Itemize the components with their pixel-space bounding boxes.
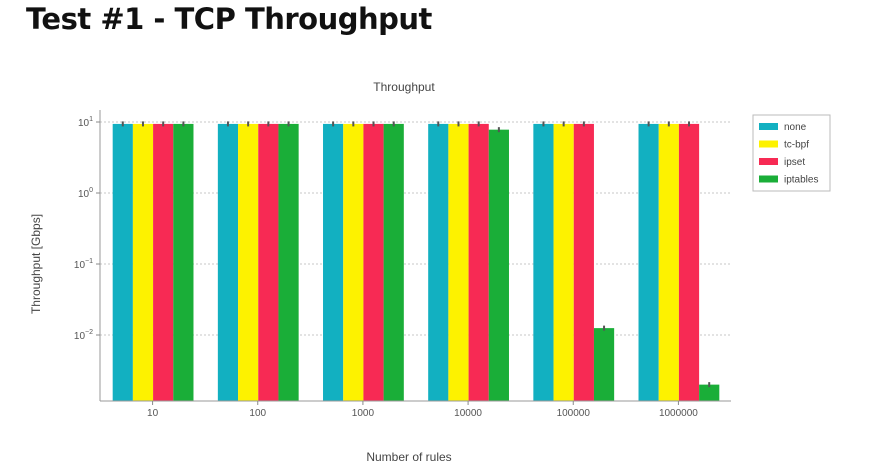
x-tick-label: 1000000 [659, 408, 698, 419]
legend-swatch-iptables [759, 175, 778, 183]
y-tick-label: 10−2 [74, 329, 93, 342]
axes [99, 110, 731, 402]
y-tick-label: 100 [78, 187, 93, 200]
x-ticks: 10 100 1000 10000 100000 1000000 [147, 401, 698, 419]
bars [112, 123, 720, 401]
bar-iptables-1000000 [699, 384, 720, 401]
y-tick-exponent: 0 [89, 187, 93, 194]
legend-label-ipset: ipset [784, 157, 805, 168]
bar-none-10000 [428, 123, 449, 401]
x-tick-label: 10 [147, 408, 159, 419]
bar-none-10 [112, 123, 133, 401]
bar-tc-bpf-100 [238, 123, 259, 401]
bar-none-100 [217, 123, 239, 401]
slide-title: Test #1 - TCP Throughput [26, 2, 432, 36]
bar-ipset-100000 [573, 123, 594, 401]
x-tick-label: 10000 [454, 408, 482, 419]
bar-ipset-10 [153, 123, 174, 401]
y-tick-label: 101 [78, 116, 93, 129]
bar-ipset-1000 [363, 123, 384, 401]
x-tick-label: 1000 [352, 408, 375, 419]
y-axis-label: Throughput [Gbps] [29, 214, 43, 314]
bar-tc-bpf-100000 [553, 123, 574, 401]
bar-iptables-10 [173, 123, 194, 401]
legend-swatch-none [759, 123, 778, 130]
gridlines [100, 121, 731, 336]
y-tick-exponent: −1 [85, 258, 93, 265]
bar-iptables-1000 [383, 123, 404, 401]
legend-label-iptables: iptables [784, 175, 818, 186]
bar-iptables-10000 [488, 129, 509, 401]
legend: none tc-bpf ipset iptables [752, 114, 831, 192]
bar-ipset-1000000 [678, 123, 700, 401]
y-tick-exponent: −2 [85, 329, 93, 336]
chart-title: Throughput [373, 80, 435, 94]
error-bars [121, 121, 711, 388]
legend-swatch-tc-bpf [759, 140, 778, 148]
bar-ipset-10000 [468, 123, 489, 401]
y-tick-exponent: 1 [89, 116, 93, 123]
bar-iptables-100 [278, 123, 299, 401]
y-tick-label: 10−1 [74, 258, 93, 271]
bar-iptables-100000 [593, 328, 615, 401]
x-tick-label: 100000 [557, 408, 591, 419]
x-tick-label: 100 [249, 408, 266, 419]
x-axis-label: Number of rules [366, 450, 451, 464]
legend-label-none: none [784, 122, 807, 133]
legend-swatch-ipset [759, 158, 778, 165]
bar-none-1000000 [638, 123, 659, 401]
bar-none-100000 [533, 123, 554, 401]
bar-tc-bpf-1000 [343, 123, 364, 401]
bar-none-1000 [323, 123, 344, 401]
legend-label-tc-bpf: tc-bpf [784, 140, 809, 151]
bar-ipset-100 [258, 123, 279, 401]
bar-tc-bpf-10000 [448, 123, 469, 401]
bar-tc-bpf-1000000 [658, 123, 679, 401]
bar-tc-bpf-10 [132, 123, 154, 401]
